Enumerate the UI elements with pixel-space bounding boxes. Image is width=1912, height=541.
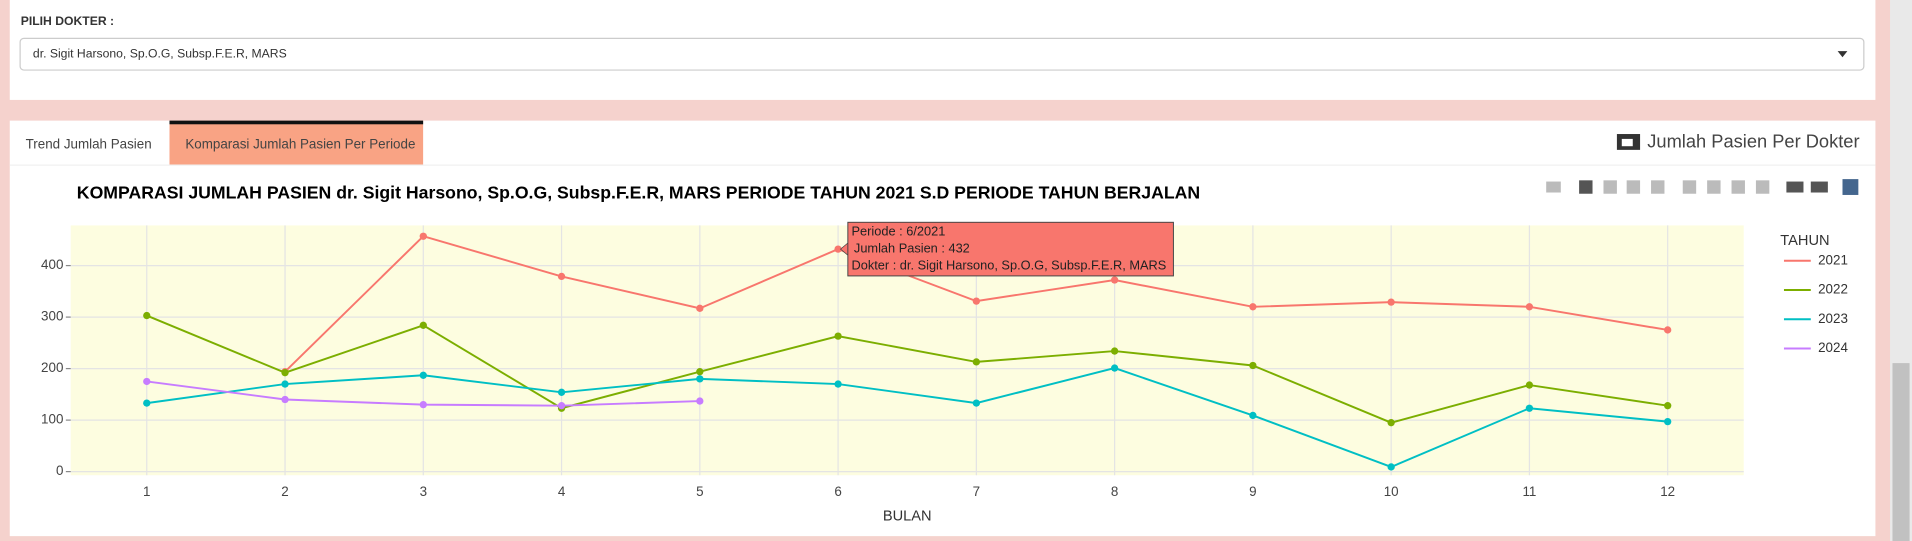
data-point xyxy=(972,399,981,407)
tooltip-line: Dokter : dr. Sigit Harsono, Sp.O.G, Subs… xyxy=(852,258,1167,273)
data-point xyxy=(1249,411,1257,420)
data-point xyxy=(696,304,704,312)
tab-active[interactable]: Komparasi Jumlah Pasien Per Periode xyxy=(185,137,415,152)
tooltip-line: Jumlah Pasien : 432 xyxy=(854,240,970,255)
y-tick-label: 400 xyxy=(41,257,63,272)
data-point xyxy=(1249,361,1257,370)
data-point xyxy=(1525,381,1534,389)
x-tick-label: 3 xyxy=(420,484,427,499)
modebar-button[interactable] xyxy=(1626,180,1641,194)
tab-active-bg[interactable] xyxy=(169,120,424,165)
data-point xyxy=(834,245,842,253)
tooltip-line: Periode : 6/2021 xyxy=(852,223,946,238)
data-point xyxy=(696,368,704,376)
data-point xyxy=(1387,298,1395,306)
series-line xyxy=(146,367,1668,469)
chart-title: KOMPARASI JUMLAH PASIEN dr. Sigit Harson… xyxy=(77,182,1200,202)
data-point xyxy=(1664,326,1672,334)
x-tick-label: 10 xyxy=(1384,484,1399,499)
modebar-button[interactable] xyxy=(1651,180,1665,194)
x-tick-label: 9 xyxy=(1249,484,1256,499)
data-point xyxy=(972,358,981,366)
data-point xyxy=(143,311,151,320)
tab[interactable]: Trend Jumlah Pasien xyxy=(26,137,152,152)
modebar xyxy=(1546,179,1859,195)
data-point xyxy=(1525,303,1534,311)
modebar-button[interactable] xyxy=(1810,181,1828,193)
data-point xyxy=(1387,419,1395,427)
legend-label: 2021 xyxy=(1818,252,1848,267)
x-tick-label: 7 xyxy=(973,484,980,499)
modebar-button[interactable] xyxy=(1579,180,1593,194)
data-point xyxy=(1664,402,1672,410)
tooltip: Periode : 6/2021 Jumlah Pasien : 432 Dokte… xyxy=(839,221,1174,277)
data-point xyxy=(419,321,427,329)
data-point xyxy=(557,402,566,410)
data-point xyxy=(419,400,427,409)
doctor-select[interactable] xyxy=(19,37,1865,71)
modebar-button[interactable] xyxy=(1546,181,1561,193)
modebar-button[interactable] xyxy=(1707,180,1721,194)
x-tick-label: 2 xyxy=(281,484,288,499)
data-point xyxy=(1525,404,1534,412)
form-label: PILIH DOKTER : xyxy=(21,14,114,28)
dropdown-arrow xyxy=(1837,51,1848,58)
modebar-button[interactable] xyxy=(1603,180,1617,194)
tab-active-border xyxy=(169,120,424,125)
legend-title: TAHUN xyxy=(1780,233,1829,249)
scrollbar-thumb[interactable] xyxy=(1892,363,1910,541)
y-tick-label: 300 xyxy=(41,309,63,324)
data-point xyxy=(557,388,566,396)
panel-icon-inner xyxy=(1621,138,1633,147)
modebar-button[interactable] xyxy=(1731,180,1745,194)
x-tick-label: 1 xyxy=(143,484,150,499)
modebar-button[interactable] xyxy=(1786,181,1804,193)
data-point xyxy=(1387,463,1395,471)
panel-title: Jumlah Pasien Per Dokter xyxy=(1647,130,1859,151)
data-point xyxy=(419,232,427,240)
legend-label: 2022 xyxy=(1818,282,1848,297)
x-tick-label: 5 xyxy=(696,484,703,499)
modebar-logo[interactable] xyxy=(1842,179,1859,195)
data-point xyxy=(557,272,566,281)
x-tick-label: 6 xyxy=(834,484,841,499)
data-point xyxy=(1249,303,1257,311)
data-point xyxy=(1664,417,1672,426)
tooltip-box xyxy=(847,221,1174,277)
series-line xyxy=(146,314,1668,424)
modebar-button[interactable] xyxy=(1682,180,1697,194)
y-tick-label: 100 xyxy=(41,412,63,427)
data-point xyxy=(143,377,151,386)
data-point xyxy=(1110,276,1119,284)
data-point xyxy=(281,369,289,377)
data-point xyxy=(834,332,842,340)
y-tick-label: 0 xyxy=(56,463,63,478)
data-point xyxy=(281,395,289,404)
legend-label: 2023 xyxy=(1818,311,1848,326)
data-point xyxy=(1110,347,1119,355)
data-point xyxy=(281,380,289,388)
data-point xyxy=(1110,364,1119,372)
data-point xyxy=(972,297,981,305)
x-tick-label: 12 xyxy=(1660,484,1675,499)
data-point xyxy=(143,399,151,407)
legend-label: 2024 xyxy=(1818,340,1848,355)
data-point xyxy=(696,397,704,405)
x-tick-label: 4 xyxy=(558,484,566,499)
doctor-select-value: dr. Sigit Harsono, Sp.O.G, Subsp.F.E.R, … xyxy=(33,46,287,60)
modebar-button[interactable] xyxy=(1755,180,1770,194)
x-axis-title: BULAN xyxy=(883,508,932,524)
x-tick-label: 8 xyxy=(1111,484,1118,499)
y-tick-label: 200 xyxy=(41,360,63,375)
data-point xyxy=(834,380,842,388)
data-point xyxy=(696,375,704,383)
data-point xyxy=(419,371,427,379)
x-tick-label: 11 xyxy=(1522,484,1536,499)
